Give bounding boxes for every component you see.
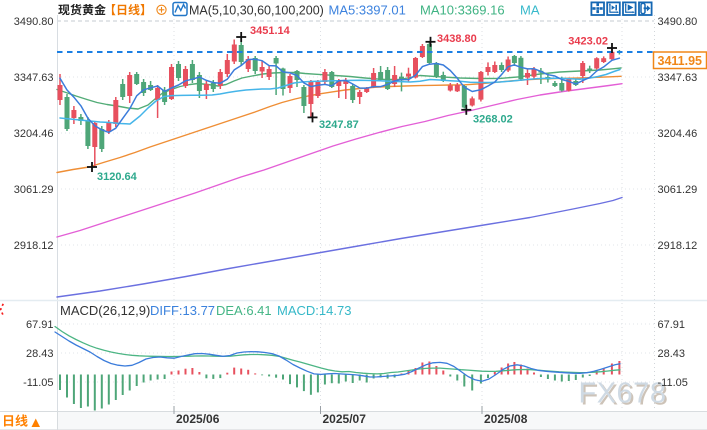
svg-text:-11.05: -11.05 [658, 377, 688, 389]
svg-text:3490.80: 3490.80 [658, 16, 698, 28]
svg-text:28.43: 28.43 [26, 348, 54, 360]
svg-text:FX678: FX678 [579, 378, 667, 410]
svg-text:DIFF:13.77: DIFF:13.77 [150, 303, 215, 318]
svg-text:3268.02: 3268.02 [473, 114, 513, 126]
svg-text:3438.80: 3438.80 [437, 33, 477, 45]
svg-text:MA: MA [520, 3, 540, 18]
svg-text:3490.80: 3490.80 [14, 16, 54, 28]
svg-text:FX678: FX678 [581, 380, 669, 412]
svg-text:67.91: 67.91 [658, 319, 686, 331]
svg-text:2025/07: 2025/07 [323, 412, 367, 426]
svg-text:2918.12: 2918.12 [658, 240, 698, 252]
svg-text:MA(5,10,30,60,100,200): MA(5,10,30,60,100,200) [189, 4, 324, 18]
svg-text:2025/08: 2025/08 [484, 412, 528, 426]
svg-text:3347.63: 3347.63 [658, 72, 698, 84]
svg-text:3120.64: 3120.64 [97, 171, 138, 183]
svg-text:3061.29: 3061.29 [658, 184, 698, 196]
svg-text:67.91: 67.91 [26, 319, 54, 331]
svg-text:3204.46: 3204.46 [658, 128, 698, 140]
svg-text:3247.87: 3247.87 [319, 119, 359, 131]
svg-text:-11.05: -11.05 [23, 377, 53, 389]
svg-text:MA5:3397.01: MA5:3397.01 [329, 3, 406, 18]
svg-text:MA10:3369.16: MA10:3369.16 [420, 3, 505, 18]
svg-text:MACD:14.73: MACD:14.73 [277, 303, 351, 318]
svg-text:3061.29: 3061.29 [14, 184, 54, 196]
svg-text:DEA:6.41: DEA:6.41 [216, 303, 272, 318]
svg-text:MACD(26,12,9): MACD(26,12,9) [60, 303, 150, 318]
svg-text:3451.14: 3451.14 [250, 25, 291, 37]
svg-text:3347.63: 3347.63 [14, 72, 54, 84]
svg-text:3204.46: 3204.46 [14, 128, 54, 140]
svg-text:2025/06: 2025/06 [176, 412, 220, 426]
svg-text:3411.95: 3411.95 [658, 54, 703, 68]
svg-text:3423.02: 3423.02 [568, 36, 608, 48]
svg-text:28.43: 28.43 [658, 348, 686, 360]
svg-text:2918.12: 2918.12 [14, 240, 54, 252]
